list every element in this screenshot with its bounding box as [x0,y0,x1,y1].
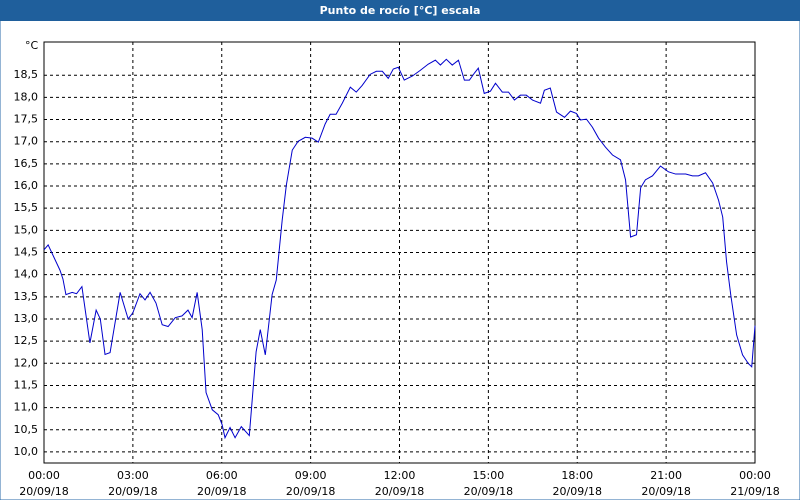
x-tick-date: 20/09/18 [286,485,335,498]
x-tick-label: 00:00 [28,469,60,482]
x-tick-date: 20/09/18 [108,485,157,498]
x-tick-label: 12:00 [384,469,416,482]
x-tick-date: 20/09/18 [375,485,424,498]
y-tick-label: 16,0 [14,179,39,192]
y-tick-label: 10,0 [14,445,39,458]
y-tick-label: 17,0 [14,135,39,148]
plot-border [43,41,756,464]
x-tick-label: 15:00 [473,469,505,482]
y-tick-label: 14,5 [14,246,39,259]
data-line [43,58,756,440]
y-tick-label: 18,0 [14,90,39,103]
x-tick-date: 20/09/18 [197,485,246,498]
y-tick-label: 13,5 [14,290,39,303]
y-tick-label: 10,5 [14,423,39,436]
y-tick-label: 15,5 [14,201,39,214]
y-tick-label: 12,5 [14,334,39,347]
x-tick-date: 21/09/18 [730,485,779,498]
y-tick-label: 13,0 [14,312,39,325]
x-tick-label: 00:00 [739,469,771,482]
x-tick-date: 20/09/18 [464,485,513,498]
y-unit-label: °C [25,39,39,52]
x-tick-label: 03:00 [117,469,149,482]
y-tick-label: 16,5 [14,157,39,170]
y-tick-label: 11,5 [14,378,39,391]
x-tick-date: 20/09/18 [19,485,68,498]
x-tick-label: 09:00 [295,469,327,482]
title-bar [0,0,800,21]
x-tick-label: 06:00 [206,469,238,482]
y-tick-label: 12,0 [14,356,39,369]
y-tick-label: 11,0 [14,401,39,414]
y-tick-label: 18,5 [14,68,39,81]
x-tick-date: 20/09/18 [553,485,602,498]
window-title: Punto de rocío [°C] escala [320,4,481,17]
x-tick-label: 18:00 [561,469,593,482]
y-tick-label: 15,0 [14,223,39,236]
y-tick-label: 17,5 [14,113,39,126]
y-tick-label: 14,0 [14,268,39,281]
x-tick-label: 21:00 [650,469,682,482]
x-tick-date: 20/09/18 [641,485,690,498]
